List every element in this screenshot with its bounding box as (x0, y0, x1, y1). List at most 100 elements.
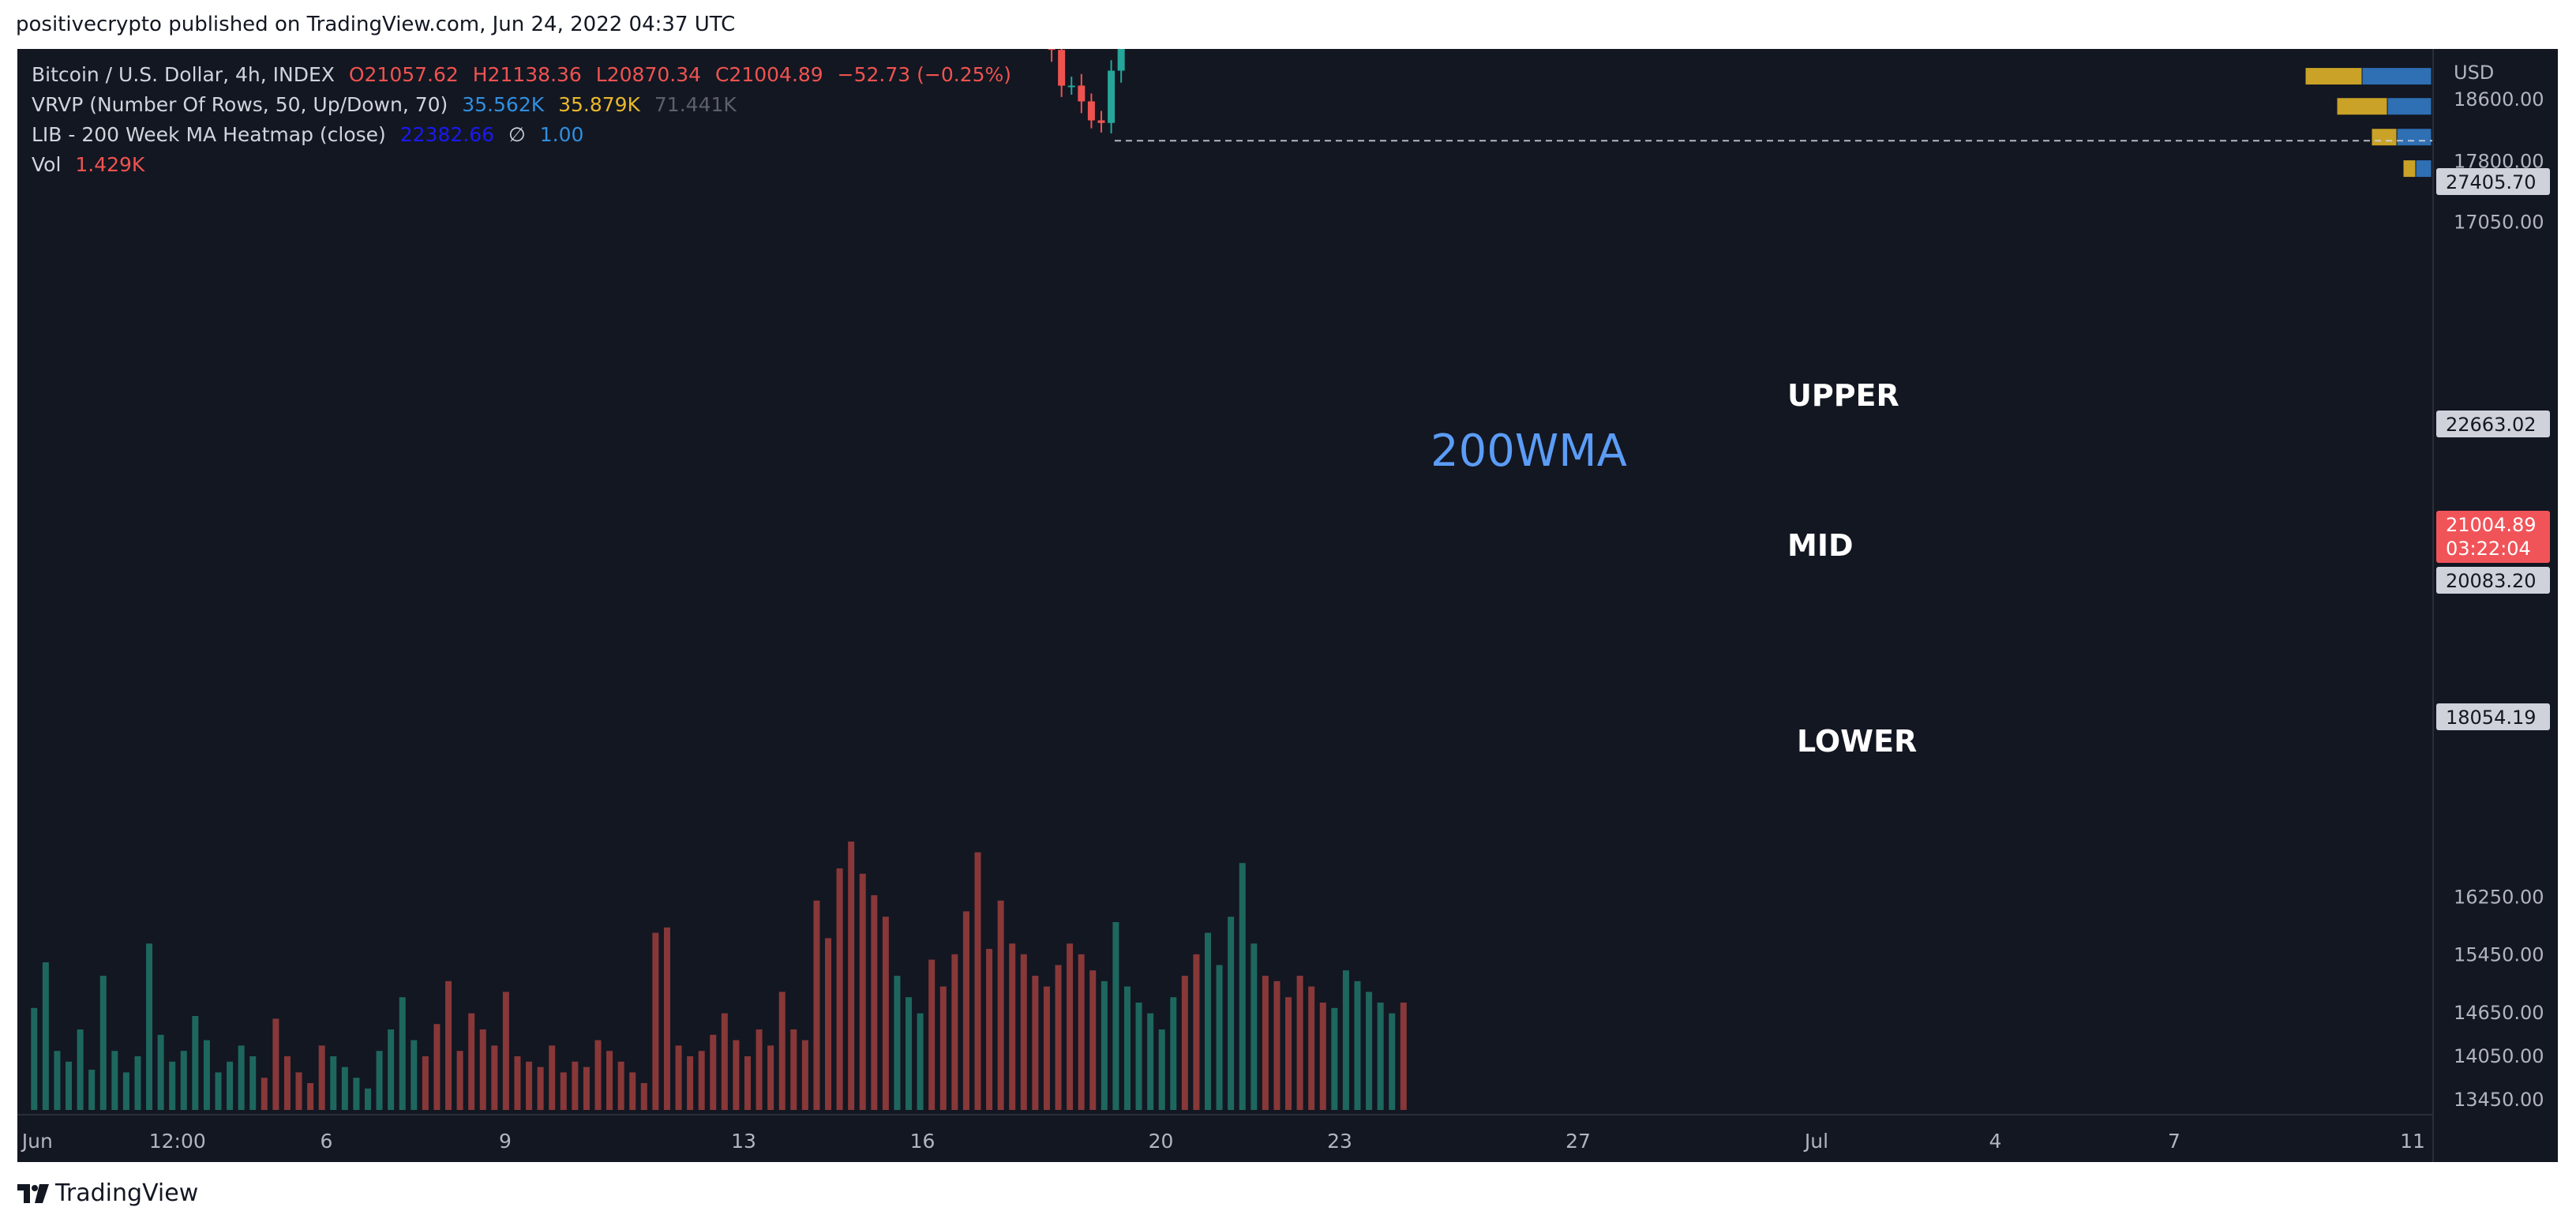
volume-bar (272, 1018, 279, 1110)
price-tick-label: 14650.00 (2454, 1002, 2544, 1024)
volume-bar (1089, 970, 1097, 1110)
volume-bar (767, 1045, 774, 1110)
volume-bar (572, 1061, 579, 1110)
volume-bar (687, 1056, 694, 1110)
annotation-200wma: 200WMA (1430, 426, 1627, 477)
volume-bar (906, 997, 913, 1110)
volume-bar (617, 1061, 624, 1110)
legend-vrvp-down: 35.879K (558, 93, 640, 116)
volume-bar (1389, 1013, 1396, 1110)
chart-panel[interactable]: 200WMA UPPER MID LOWER USD28000.0026000.… (17, 49, 2558, 1162)
badge-mid: 20083.20 (2446, 570, 2537, 592)
candle-body (1078, 85, 1086, 102)
volume-bar (238, 1045, 245, 1110)
volume-bar (675, 1045, 682, 1110)
volume-bar (733, 1040, 740, 1110)
price-tick-label: 13450.00 (2454, 1089, 2544, 1111)
time-tick-label: Jul (1803, 1130, 1828, 1153)
volume-bar (261, 1078, 268, 1110)
legend-vrvp-total: 71.441K (654, 93, 737, 116)
volume-bar (1170, 997, 1177, 1110)
volume-bar (1377, 1003, 1384, 1110)
volume-bar (1366, 992, 1373, 1110)
volume-bar (1262, 976, 1269, 1110)
volume-bar (514, 1056, 521, 1110)
badge-current-bg (2436, 511, 2550, 563)
volume-bar (882, 917, 889, 1110)
volume-bar (594, 1040, 602, 1110)
volume-bar (744, 1056, 751, 1110)
volume-bar (445, 980, 452, 1110)
volume-bar (1342, 970, 1349, 1110)
candle-body (1117, 49, 1125, 71)
volume-bar (1020, 954, 1027, 1110)
candle-body (1048, 49, 1056, 51)
price-tick-label: 16250.00 (2454, 886, 2544, 908)
badge-level-top-bg (2436, 168, 2550, 195)
volume-bar (192, 1016, 199, 1110)
price-tick-label: 15450.00 (2454, 944, 2544, 966)
legend-lib-row[interactable]: LIB - 200 Week MA Heatmap (close) 22382.… (32, 120, 1019, 150)
volume-bar (1158, 1029, 1165, 1110)
volume-bar (1181, 976, 1188, 1110)
volume-bar (1112, 922, 1119, 1110)
volume-bar (42, 962, 49, 1110)
profile-bar-down (2361, 67, 2432, 86)
profile-bar-up (2402, 159, 2417, 178)
volume-bar (986, 949, 993, 1110)
profile-bar-up (2336, 97, 2388, 116)
volume-bar (330, 1056, 337, 1110)
volume-bar (456, 1051, 463, 1110)
time-tick-label: 16 (910, 1130, 936, 1153)
tradingview-logo-icon[interactable] (17, 1184, 49, 1203)
legend-main-row[interactable]: Bitcoin / U.S. Dollar, 4h, INDEX O21057.… (32, 60, 1019, 90)
volume-bar (1228, 917, 1235, 1110)
legend-lib-label: LIB - 200 Week MA Heatmap (close) (32, 123, 386, 146)
volume-bar (1123, 986, 1131, 1110)
legend-vrvp-row[interactable]: VRVP (Number Of Rows, 50, Up/Down, 70) 3… (32, 90, 1019, 120)
volume-bar (54, 1051, 61, 1110)
footer: TradingView (0, 1162, 2576, 1226)
legend-vol-row[interactable]: Vol 1.429K (32, 150, 1019, 180)
volume-bar (169, 1061, 176, 1110)
volume-bar (537, 1067, 544, 1110)
volume-bar (99, 976, 107, 1110)
legend-high: H21138.36 (472, 63, 582, 86)
candle-body (1097, 120, 1105, 123)
volume-bar (1078, 954, 1085, 1110)
volume-bar (491, 1045, 498, 1110)
volume-bar (871, 895, 878, 1110)
volume-bar (1285, 997, 1292, 1110)
volume-bar (583, 1067, 590, 1110)
volume-bar (433, 1024, 441, 1110)
volume-bar (825, 938, 832, 1110)
volume-bar (698, 1051, 705, 1110)
price-chart[interactable]: 200WMA UPPER MID LOWER USD28000.0026000.… (17, 49, 2558, 1162)
tradingview-brand[interactable]: TradingView (55, 1179, 199, 1207)
profile-bar-down (2396, 128, 2432, 147)
volume-bar (307, 1083, 314, 1110)
volume-bar (1273, 980, 1281, 1110)
time-tick-label: 27 (1565, 1130, 1591, 1153)
price-tick-label: 14050.00 (2454, 1045, 2544, 1067)
volume-bar (951, 954, 958, 1110)
volume-bar (1216, 965, 1223, 1110)
legend-lib-symbol: ∅ (508, 123, 526, 146)
time-tick-label: 11 (2400, 1130, 2425, 1153)
volume-bar (1251, 943, 1258, 1110)
volume-bar (411, 1040, 418, 1110)
volume-bar (917, 1013, 924, 1110)
volume-bar (203, 1040, 210, 1110)
volume-bar (560, 1072, 567, 1110)
price-tick-label: 18600.00 (2454, 88, 2544, 111)
volume-bar (422, 1056, 429, 1110)
volume-bar (1400, 1003, 1407, 1110)
candle-body (1087, 101, 1095, 121)
volume-bar (859, 873, 866, 1110)
volume-bar (157, 1034, 164, 1110)
volume-bar (894, 976, 901, 1110)
badge-countdown: 03:22:04 (2446, 538, 2531, 560)
volume-bar (1354, 980, 1361, 1110)
volume-bar (1296, 976, 1303, 1110)
volume-bar (549, 1045, 556, 1110)
